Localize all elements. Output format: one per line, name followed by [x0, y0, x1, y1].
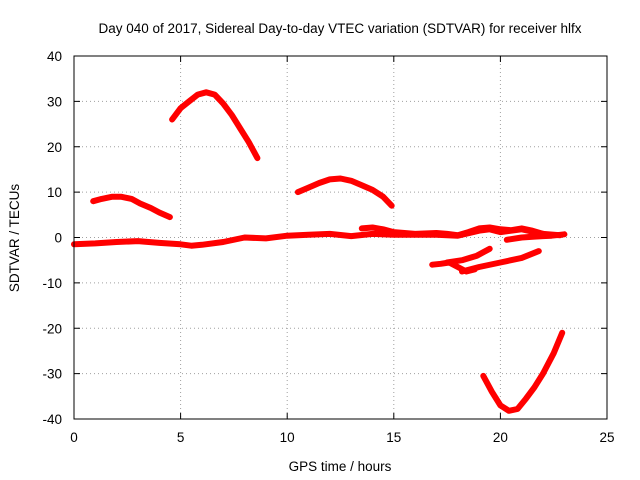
chart-title: Day 040 of 2017, Sidereal Day-to-day VTE… — [99, 21, 582, 36]
y-tick-label: 30 — [47, 94, 62, 109]
series-arc-lower-baseline — [503, 231, 568, 243]
series-arc-dip-rise-b — [459, 248, 542, 275]
y-axis-label: SDTVAR / TECUs — [7, 184, 22, 293]
x-tick-label: 5 — [177, 430, 185, 445]
x-tick-label: 25 — [599, 430, 614, 445]
series-arc-peak — [169, 89, 261, 162]
y-tick-label: 10 — [47, 185, 62, 200]
y-tick-label: -10 — [42, 276, 62, 291]
x-tick-labels: 0 5 10 15 20 25 — [70, 430, 614, 445]
y-tick-label: -30 — [42, 367, 62, 382]
axis-ticks — [73, 55, 608, 420]
data-traces — [71, 89, 568, 414]
y-tick-label: -40 — [42, 412, 62, 427]
x-tick-label: 20 — [493, 430, 508, 445]
y-tick-label: -20 — [42, 321, 62, 336]
series-arc-upper-baseline — [358, 224, 546, 239]
y-tick-label: 40 — [47, 49, 62, 64]
series-arc-dip-rise-a — [444, 245, 493, 266]
series-arc-deep-valley — [480, 329, 566, 414]
x-axis-label: GPS time / hours — [289, 459, 392, 474]
x-tick-label: 0 — [70, 430, 78, 445]
y-tick-label: 0 — [54, 231, 62, 246]
series-arc-midday-hump — [294, 175, 395, 209]
x-tick-label: 15 — [386, 430, 401, 445]
x-tick-label: 10 — [280, 430, 295, 445]
grid-lines — [74, 56, 607, 419]
y-tick-labels: -40 -30 -20 -10 0 10 20 30 40 — [42, 49, 62, 427]
y-tick-label: 20 — [47, 140, 62, 155]
series-arc-morning-hump — [90, 193, 173, 221]
